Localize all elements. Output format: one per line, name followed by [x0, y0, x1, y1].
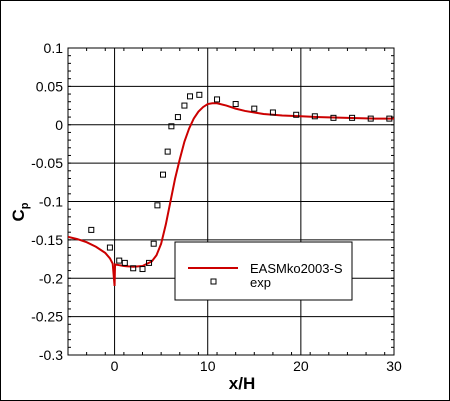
- x-tick-label: 20: [293, 358, 309, 374]
- exp-data-point: [130, 265, 137, 272]
- y-tick-label: -0.05: [31, 155, 63, 171]
- exp-data-point: [214, 96, 221, 103]
- exp-data-point: [269, 109, 276, 116]
- y-axis-title-sub: p: [19, 202, 31, 209]
- series-line-easmko2003-s: [68, 102, 394, 287]
- x-tick-label: 10: [200, 358, 216, 374]
- exp-data-point: [187, 93, 194, 100]
- legend-box: [174, 241, 353, 301]
- exp-data-point: [386, 115, 393, 122]
- exp-data-point: [293, 111, 300, 118]
- exp-data-point: [196, 91, 203, 98]
- exp-data-point: [146, 259, 153, 266]
- exp-data-point: [174, 114, 181, 121]
- y-tick-label: -0.2: [39, 270, 63, 286]
- exp-data-point: [116, 257, 123, 264]
- legend-label-easm: EASMko2003-S: [250, 261, 343, 276]
- exp-data-point: [154, 202, 161, 209]
- legend: EASMko2003-S exp: [174, 241, 353, 301]
- exp-data-point: [168, 123, 175, 130]
- y-tick-label: -0.15: [31, 232, 63, 248]
- y-tick-label: -0.1: [39, 194, 63, 210]
- x-axis-title: x/H: [229, 374, 255, 393]
- exp-data-point: [164, 148, 171, 155]
- y-tick-label: -0.25: [31, 309, 63, 325]
- y-axis-title-main: C: [9, 209, 28, 221]
- y-tick-label: -0.3: [39, 347, 63, 363]
- exp-data-point: [349, 114, 356, 121]
- x-tick-label: 30: [386, 358, 402, 374]
- exp-data-point: [139, 266, 146, 273]
- y-tick-label: 0.05: [36, 78, 63, 94]
- plot-area: [68, 91, 394, 287]
- exp-data-point: [88, 226, 95, 233]
- y-tick-label: 0.1: [44, 40, 64, 56]
- exp-data-point: [367, 115, 374, 122]
- grid: [68, 47, 395, 356]
- exp-data-point: [106, 244, 113, 251]
- exp-data-point: [160, 171, 167, 178]
- exp-data-point: [121, 259, 128, 266]
- axes: 0 10 20 30 -0.3 -0.25 -0.2 -0.15 -0.1 -0.05 0 0.05 0…: [31, 40, 402, 374]
- exp-data-point: [232, 101, 239, 108]
- exp-data-point: [150, 240, 157, 247]
- legend-label-exp: exp: [250, 275, 271, 290]
- exp-data-point: [330, 114, 337, 121]
- exp-data-point: [311, 113, 318, 120]
- legend-marker-swatch: [210, 278, 217, 285]
- x-tick-label: 0: [111, 358, 119, 374]
- y-tick-label: 0: [55, 117, 63, 133]
- exp-data-point: [251, 105, 258, 112]
- y-axis-title: Cp: [9, 202, 31, 221]
- exp-data-point: [181, 102, 188, 109]
